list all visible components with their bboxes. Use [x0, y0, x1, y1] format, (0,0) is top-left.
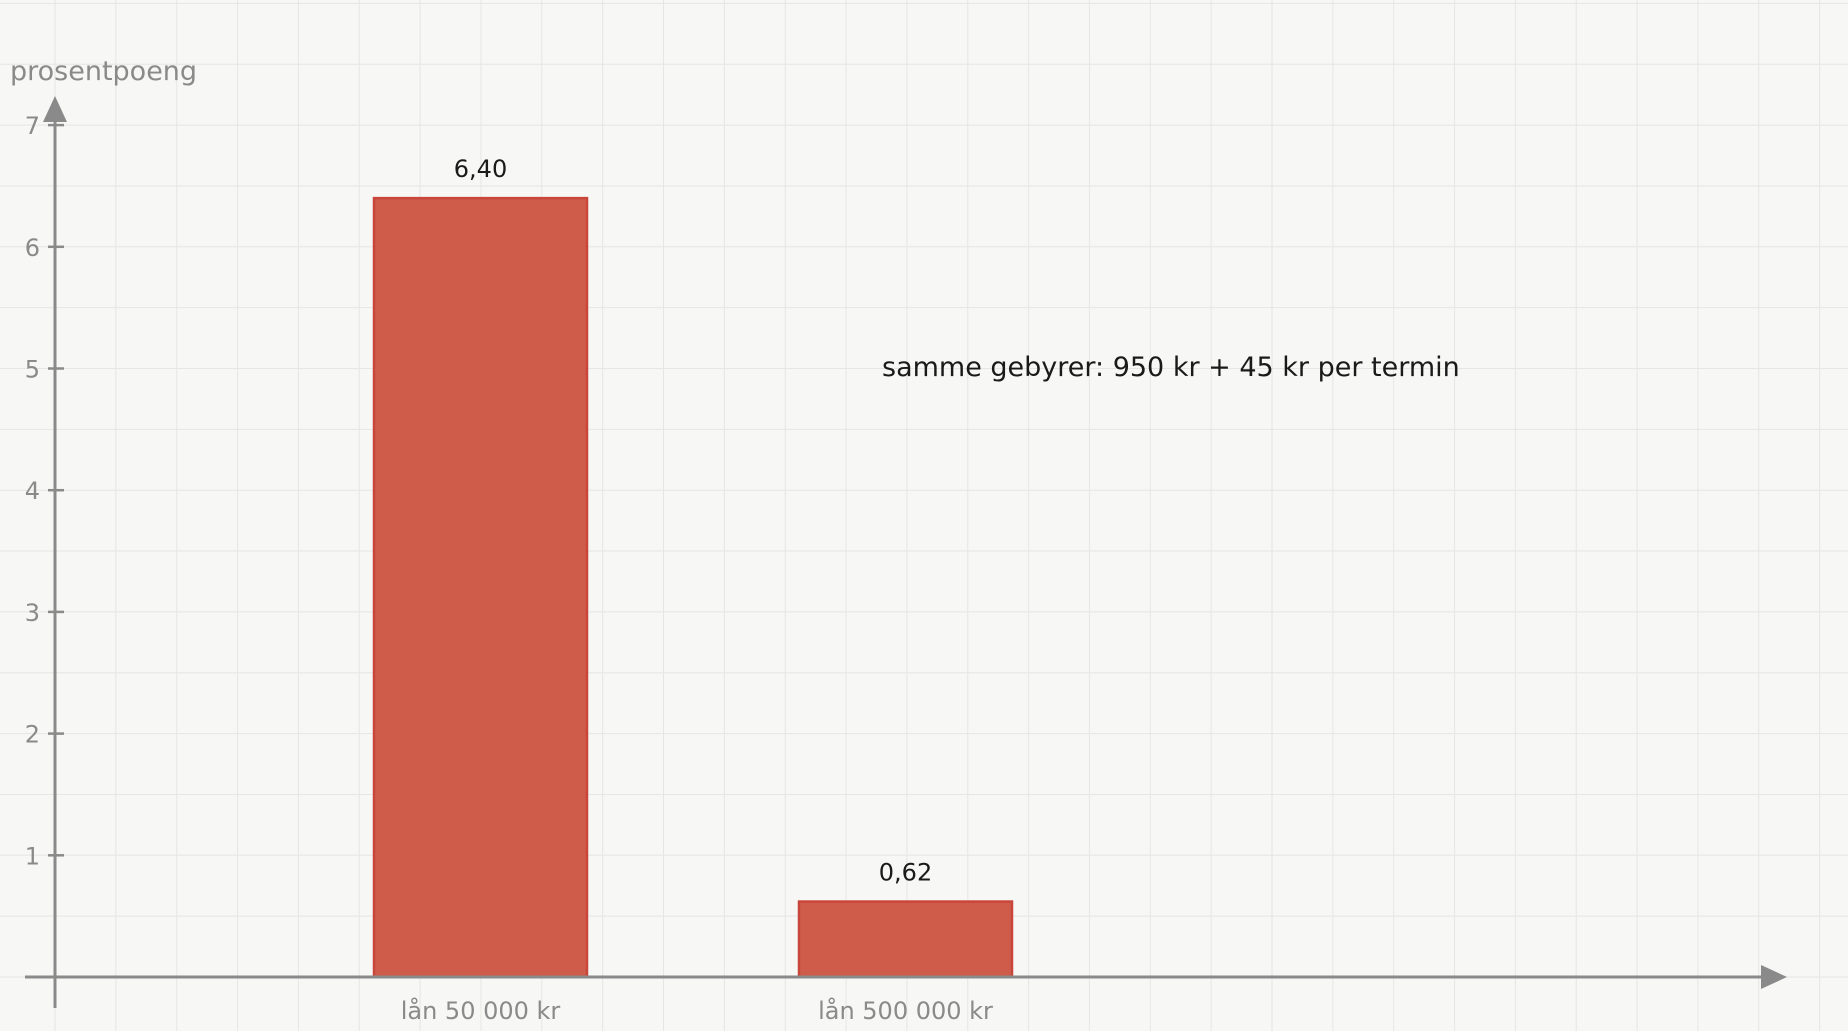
- bar: [797, 900, 1014, 979]
- x-axis-arrow-icon: [1761, 965, 1787, 989]
- y-tick-label: 2: [25, 721, 40, 749]
- bar-value-label: 6,40: [454, 155, 507, 183]
- y-axis-label: prosentpoeng: [10, 56, 197, 87]
- bars: 6,40 lån 50 000 kr 0,62 lån 500 000 kr: [372, 155, 1014, 1025]
- y-tick-label: 7: [25, 112, 40, 140]
- y-axis-arrow-icon: [43, 96, 67, 122]
- y-tick-label: 1: [25, 842, 40, 870]
- y-tick-label: 3: [25, 599, 40, 627]
- bar-value-label: 0,62: [879, 859, 932, 887]
- bar: [372, 196, 589, 979]
- y-tick-label: 5: [25, 356, 40, 384]
- x-category-label: lån 500 000 kr: [818, 996, 993, 1025]
- axes: [25, 96, 1787, 1008]
- labels: prosentpoeng samme gebyrer: 950 kr + 45 …: [10, 56, 1460, 383]
- annotation: samme gebyrer: 950 kr + 45 kr per termin: [882, 352, 1460, 383]
- x-category-label: lån 50 000 kr: [401, 996, 561, 1025]
- y-ticks: 1 2 3 4 5 6 7: [25, 112, 64, 870]
- y-tick-label: 4: [25, 477, 40, 505]
- y-tick-label: 6: [25, 234, 40, 262]
